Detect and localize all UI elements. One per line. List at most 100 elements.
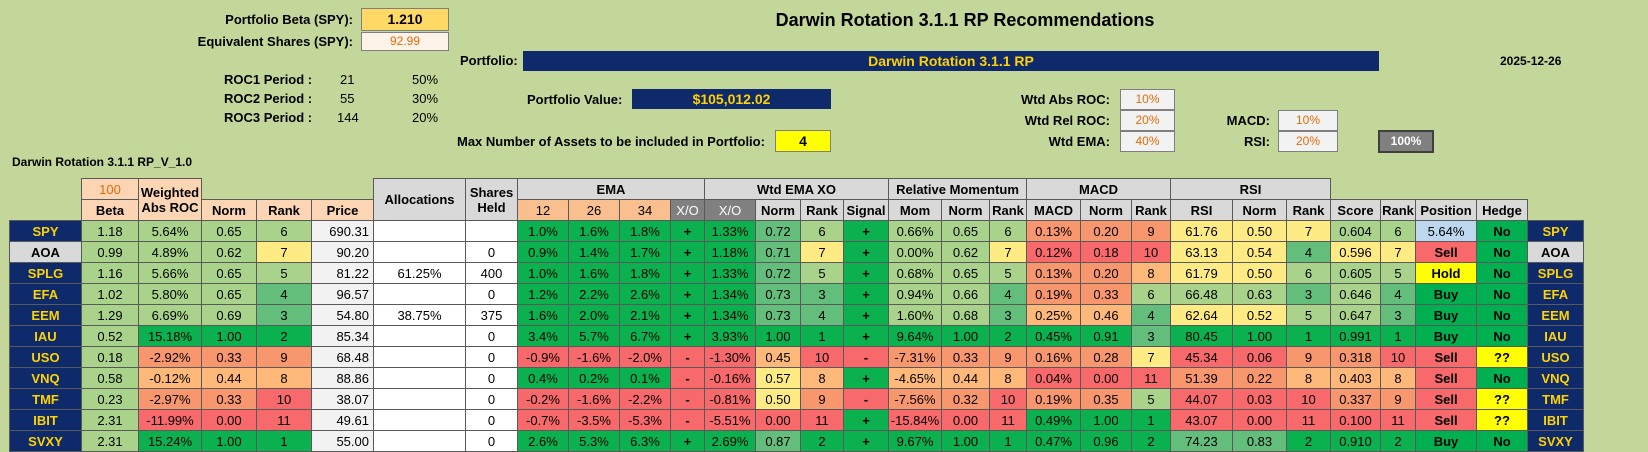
wtd-ema-rank[interactable]: 9 [800,388,844,410]
wtd-ema-xo[interactable]: 1.33% [704,262,756,284]
hedge-status[interactable]: No [1476,367,1528,389]
ema-xo[interactable]: + [670,220,705,242]
position-status[interactable]: Sell [1415,409,1477,431]
rsi-norm[interactable]: 0.54 [1232,241,1287,263]
macd-norm[interactable]: 0.28 [1080,346,1132,368]
ema-26[interactable]: 5.3% [568,430,620,452]
abs-roc-norm[interactable]: 0.33 [201,346,257,368]
ticker-symbol[interactable]: SVXY [9,430,82,452]
score[interactable]: 0.604 [1330,220,1381,242]
abs-roc-norm[interactable]: 0.65 [201,283,257,305]
ema-12[interactable]: 3.4% [517,325,569,347]
shares-held[interactable]: 0 [465,346,518,368]
ema-26[interactable]: 1.6% [568,262,620,284]
momentum-rank[interactable]: 3 [989,304,1027,326]
table-row[interactable]: USO 0.18 -2.92% 0.33 9 68.48 0 -0.9% -1.6% -2.0% -… [9,346,1584,368]
momentum[interactable]: -15.84% [888,409,942,431]
signal[interactable]: - [843,346,889,368]
signal[interactable]: + [843,241,889,263]
score-rank[interactable]: 6 [1380,220,1416,242]
allocation[interactable] [373,220,466,242]
wtd-ema-rank[interactable]: 6 [800,220,844,242]
score[interactable]: 0.318 [1330,346,1381,368]
roc2-period[interactable]: 55 [340,91,355,106]
price[interactable]: 54.80 [311,304,374,326]
momentum-rank[interactable]: 8 [989,367,1027,389]
table-row[interactable]: SPLG 1.16 5.66% 0.65 5 81.22 61.25% 400 1.0% 1.6%… [9,262,1584,284]
ema-34[interactable]: 6.3% [619,430,671,452]
ema-xo[interactable]: + [670,241,705,263]
macd-rank[interactable]: 7 [1131,346,1171,368]
momentum[interactable]: 0.68% [888,262,942,284]
signal[interactable]: + [843,220,889,242]
rsi-norm[interactable]: 1.00 [1232,325,1287,347]
ema-12[interactable]: 2.6% [517,430,569,452]
weighted-abs-roc[interactable]: 5.66% [138,262,202,284]
table-row[interactable]: SVXY 2.31 15.24% 1.00 1 55.00 0 2.6% 5.3% 6.3% +2.… [9,430,1584,452]
wtd-ema-norm[interactable]: 0.50 [755,388,801,410]
macd-rank[interactable]: 5 [1131,388,1171,410]
wtd-ema-rank[interactable]: 7 [800,241,844,263]
momentum-norm[interactable]: 1.00 [941,325,990,347]
rsi[interactable]: 63.13 [1170,241,1233,263]
macd[interactable]: 0.49% [1026,409,1081,431]
abs-roc-norm[interactable]: 1.00 [201,430,257,452]
ema-34[interactable]: -2.0% [619,346,671,368]
ema-34[interactable]: -5.3% [619,409,671,431]
ticker-symbol-right[interactable]: IBIT [1527,409,1584,431]
ema-xo[interactable]: - [670,388,705,410]
abs-roc-norm[interactable]: 0.62 [201,241,257,263]
beta[interactable]: 1.29 [81,304,139,326]
macd-norm[interactable]: 0.20 [1080,220,1132,242]
wtd-ema-norm[interactable]: 0.72 [755,262,801,284]
momentum[interactable]: 0.66% [888,220,942,242]
ticker-symbol[interactable]: EEM [9,304,82,326]
ema-12[interactable]: -0.2% [517,388,569,410]
shares-held[interactable]: 375 [465,304,518,326]
weighted-abs-roc[interactable]: 5.64% [138,220,202,242]
macd[interactable]: 0.13% [1026,220,1081,242]
ema-12[interactable]: -0.9% [517,346,569,368]
macd-rank[interactable]: 6 [1131,283,1171,305]
macd-rank[interactable]: 11 [1131,367,1171,389]
price[interactable]: 690.31 [311,220,374,242]
momentum[interactable]: 9.64% [888,325,942,347]
momentum-norm[interactable]: 1.00 [941,430,990,452]
ema-26[interactable]: -1.6% [568,388,620,410]
macd[interactable]: 0.16% [1026,346,1081,368]
ticker-symbol[interactable]: USO [9,346,82,368]
rsi[interactable]: 74.23 [1170,430,1233,452]
score[interactable]: 0.910 [1330,430,1381,452]
allocation[interactable] [373,325,466,347]
allocation[interactable] [373,241,466,263]
ema-12[interactable]: 0.9% [517,241,569,263]
momentum[interactable]: -4.65% [888,367,942,389]
score[interactable]: 0.646 [1330,283,1381,305]
rsi[interactable]: 61.76 [1170,220,1233,242]
wtd-ema-norm[interactable]: 1.00 [755,325,801,347]
wtd-ema-xo[interactable]: 2.69% [704,430,756,452]
ema-26[interactable]: 1.4% [568,241,620,263]
score-rank[interactable]: 8 [1380,367,1416,389]
abs-roc-rank[interactable]: 8 [256,367,312,389]
rsi-norm[interactable]: 0.00 [1232,409,1287,431]
wtd-ema-xo[interactable]: -5.51% [704,409,756,431]
score-rank[interactable]: 10 [1380,346,1416,368]
rsi-norm[interactable]: 0.50 [1232,220,1287,242]
momentum-rank[interactable]: 9 [989,346,1027,368]
beta[interactable]: 0.58 [81,367,139,389]
abs-roc-rank[interactable]: 7 [256,241,312,263]
macd[interactable]: 0.47% [1026,430,1081,452]
hedge-status[interactable]: No [1476,262,1528,284]
momentum-rank[interactable]: 5 [989,262,1027,284]
roc1-period[interactable]: 21 [340,72,355,87]
ema-34[interactable]: 2.6% [619,283,671,305]
position-status[interactable]: Sell [1415,367,1477,389]
rsi[interactable]: 61.79 [1170,262,1233,284]
rsi-weight-value[interactable]: 20% [1278,131,1338,152]
wtd-ema-rank[interactable]: 4 [800,304,844,326]
score[interactable]: 0.991 [1330,325,1381,347]
signal[interactable]: - [843,388,889,410]
abs-roc-norm[interactable]: 0.65 [201,220,257,242]
macd[interactable]: 0.19% [1026,388,1081,410]
